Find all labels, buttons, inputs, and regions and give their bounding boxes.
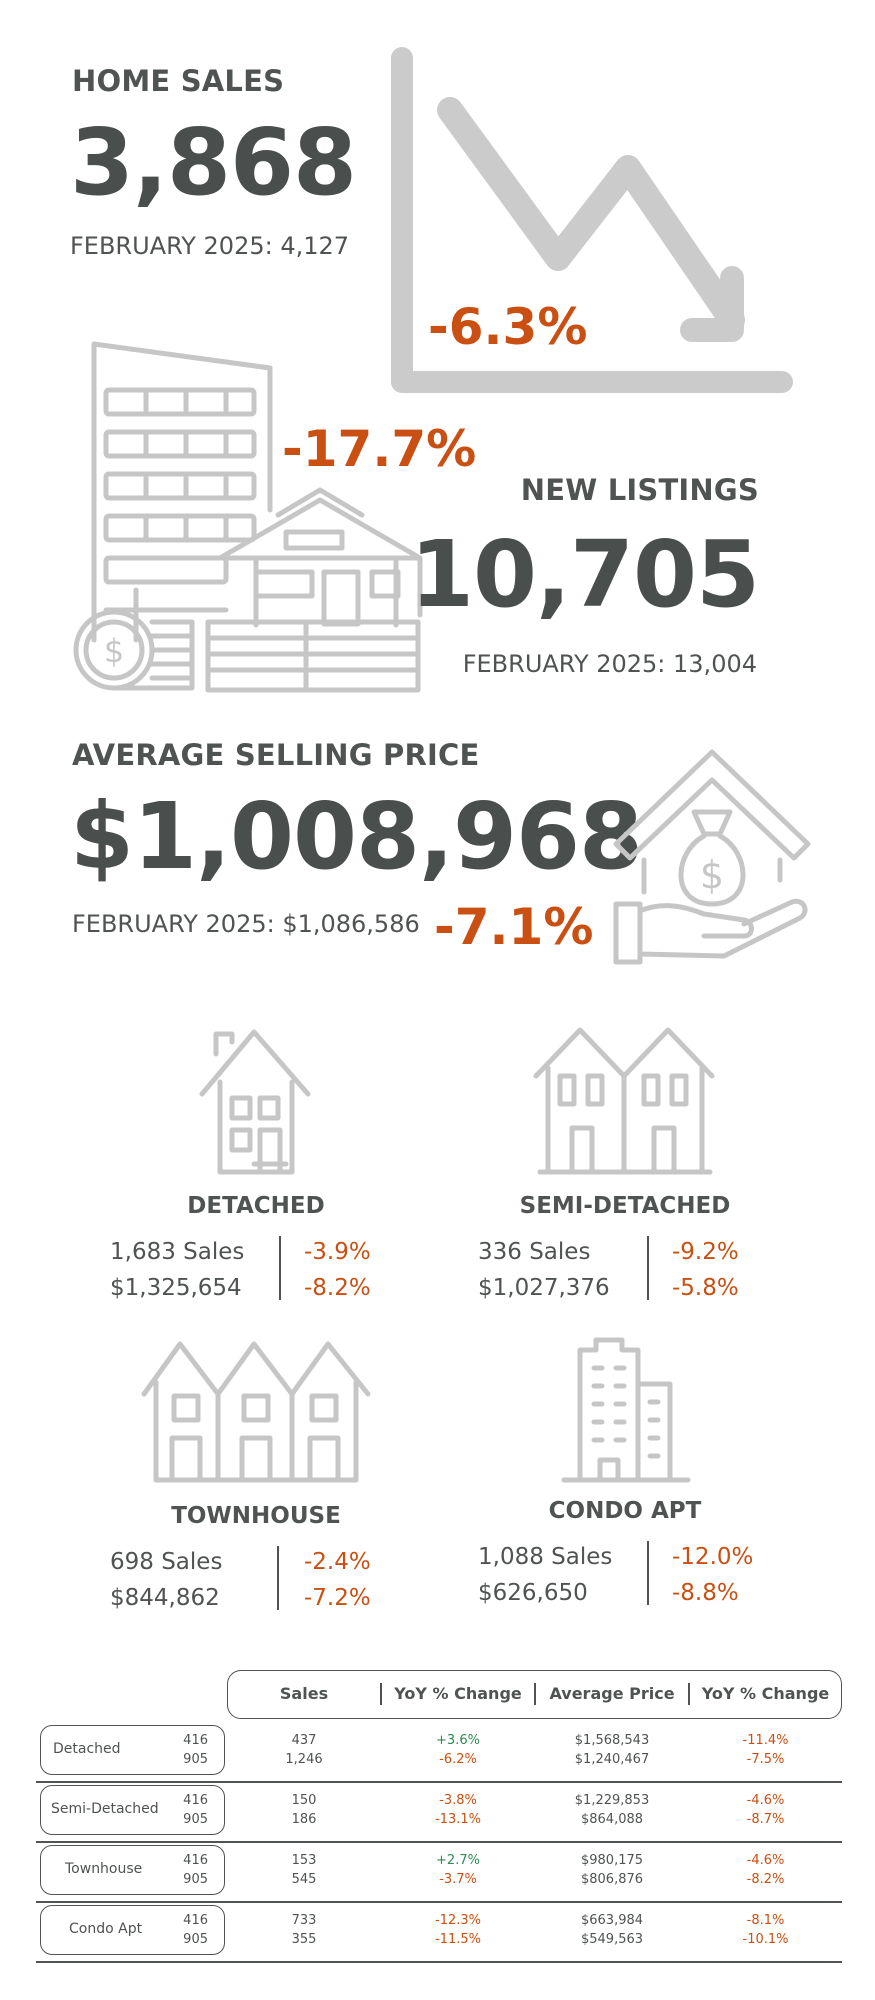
row-label-semi-detached: Semi-Detached 416 905 xyxy=(40,1785,225,1835)
trend-down-chart-icon xyxy=(391,47,793,393)
table-cell-sales: 437 1,246 xyxy=(285,1733,323,1767)
buildings-house-coins-icon: $ xyxy=(73,341,423,693)
townhouse-sales-change: -2.4% xyxy=(304,1549,371,1575)
svg-text:$: $ xyxy=(104,632,124,670)
row-label-townhouse: Townhouse 416 905 xyxy=(40,1845,225,1895)
home-sales-value: 3,868 xyxy=(70,109,357,216)
row-name: Detached xyxy=(53,1741,121,1757)
home-sales-label: HOME SALES xyxy=(72,64,285,98)
semi-detached-title: SEMI-DETACHED xyxy=(519,1193,731,1219)
table-cell-sales-yoy: +2.7% -3.7% xyxy=(436,1853,480,1887)
header-sales: Sales xyxy=(279,1684,329,1703)
row-label-condo-apt: Condo Apt 416 905 xyxy=(40,1905,225,1955)
condo-title: CONDO APT xyxy=(548,1498,702,1524)
row-divider xyxy=(36,1901,842,1903)
townhouse-price-change: -7.2% xyxy=(304,1585,371,1611)
semi-detached-divider xyxy=(647,1236,649,1300)
detached-price: $1,325,654 xyxy=(110,1275,242,1301)
table-cell-price-yoy: -4.6% -8.7% xyxy=(746,1793,785,1827)
svg-text:$: $ xyxy=(700,853,724,897)
townhouse-divider xyxy=(277,1546,279,1610)
header-sales-yoy: YoY % Change xyxy=(394,1684,522,1703)
table-cell-price: $663,984 $549,563 xyxy=(580,1913,644,1947)
detached-house-icon xyxy=(199,1029,311,1175)
row-codes: 416 905 xyxy=(183,1793,208,1827)
condo-divider xyxy=(647,1541,649,1605)
table-cell-price-yoy: -4.6% -8.2% xyxy=(746,1853,785,1887)
header-divider xyxy=(688,1683,690,1705)
semi-detached-sales-change: -9.2% xyxy=(672,1239,739,1265)
header-average-price: Average Price xyxy=(549,1684,675,1703)
detached-price-change: -8.2% xyxy=(304,1275,371,1301)
townhouse-icon xyxy=(141,1341,371,1483)
row-codes: 416 905 xyxy=(183,1853,208,1887)
row-codes: 416 905 xyxy=(183,1733,208,1767)
row-divider xyxy=(36,1961,842,1963)
new-listings-comparison: FEBRUARY 2025: 13,004 xyxy=(462,650,757,678)
row-codes: 416 905 xyxy=(183,1913,208,1947)
table-cell-sales: 150 186 xyxy=(291,1793,317,1827)
condo-sales-change: -12.0% xyxy=(672,1544,754,1570)
avg-price-comparison: FEBRUARY 2025: $1,086,586 xyxy=(72,910,420,938)
avg-price-change: -7.1% xyxy=(434,898,594,956)
condo-sales: 1,088 Sales xyxy=(478,1544,613,1570)
table-header xyxy=(227,1670,842,1719)
home-sales-comparison: FEBRUARY 2025: 4,127 xyxy=(70,232,350,260)
row-name: Condo Apt xyxy=(69,1921,143,1937)
detached-sales: 1,683 Sales xyxy=(110,1239,245,1265)
table-cell-price: $980,175 $806,876 xyxy=(580,1853,644,1887)
semi-detached-price-change: -5.8% xyxy=(672,1275,739,1301)
new-listings-label: NEW LISTINGS xyxy=(520,473,759,507)
table-cell-price: $1,568,543 $1,240,467 xyxy=(574,1733,650,1767)
table-cell-price: $1,229,853 $864,088 xyxy=(574,1793,650,1827)
new-listings-value: 10,705 xyxy=(409,521,760,628)
townhouse-title: TOWNHOUSE xyxy=(171,1503,341,1529)
condo-price: $626,650 xyxy=(478,1580,588,1606)
header-price-yoy: YoY % Change xyxy=(701,1684,830,1703)
semi-detached-price: $1,027,376 xyxy=(478,1275,610,1301)
row-name: Townhouse xyxy=(65,1861,143,1877)
table-cell-sales-yoy: +3.6% -6.2% xyxy=(436,1733,480,1767)
detached-sales-change: -3.9% xyxy=(304,1239,371,1265)
row-divider xyxy=(36,1841,842,1843)
avg-price-value: $1,008,968 xyxy=(70,783,643,890)
avg-price-label: AVERAGE SELLING PRICE xyxy=(72,738,480,772)
townhouse-sales: 698 Sales xyxy=(110,1549,223,1575)
hand-house-money-bag-icon: $ xyxy=(613,749,811,965)
condo-price-change: -8.8% xyxy=(672,1580,739,1606)
row-label-detached: Detached 416 905 xyxy=(40,1725,225,1775)
detached-divider xyxy=(279,1236,281,1300)
detached-title: DETACHED xyxy=(187,1193,325,1219)
header-divider xyxy=(380,1683,382,1705)
table-cell-price-yoy: -11.4% -7.5% xyxy=(742,1733,789,1767)
table-cell-sales-yoy: -3.8% -13.1% xyxy=(435,1793,481,1827)
townhouse-price: $844,862 xyxy=(110,1585,220,1611)
semi-detached-sales: 336 Sales xyxy=(478,1239,591,1265)
home-sales-change: -6.3% xyxy=(428,298,588,356)
table-cell-sales-yoy: -12.3% -11.5% xyxy=(435,1913,481,1947)
table-cell-sales: 733 355 xyxy=(291,1913,317,1947)
header-divider xyxy=(534,1683,536,1705)
table-cell-sales: 153 545 xyxy=(291,1853,317,1887)
new-listings-change: -17.7% xyxy=(282,420,477,478)
row-name: Semi-Detached xyxy=(51,1801,159,1817)
table-cell-price-yoy: -8.1% -10.1% xyxy=(742,1913,789,1947)
condo-building-icon xyxy=(561,1337,691,1483)
row-divider xyxy=(36,1781,842,1783)
semi-detached-house-icon xyxy=(533,1027,715,1175)
